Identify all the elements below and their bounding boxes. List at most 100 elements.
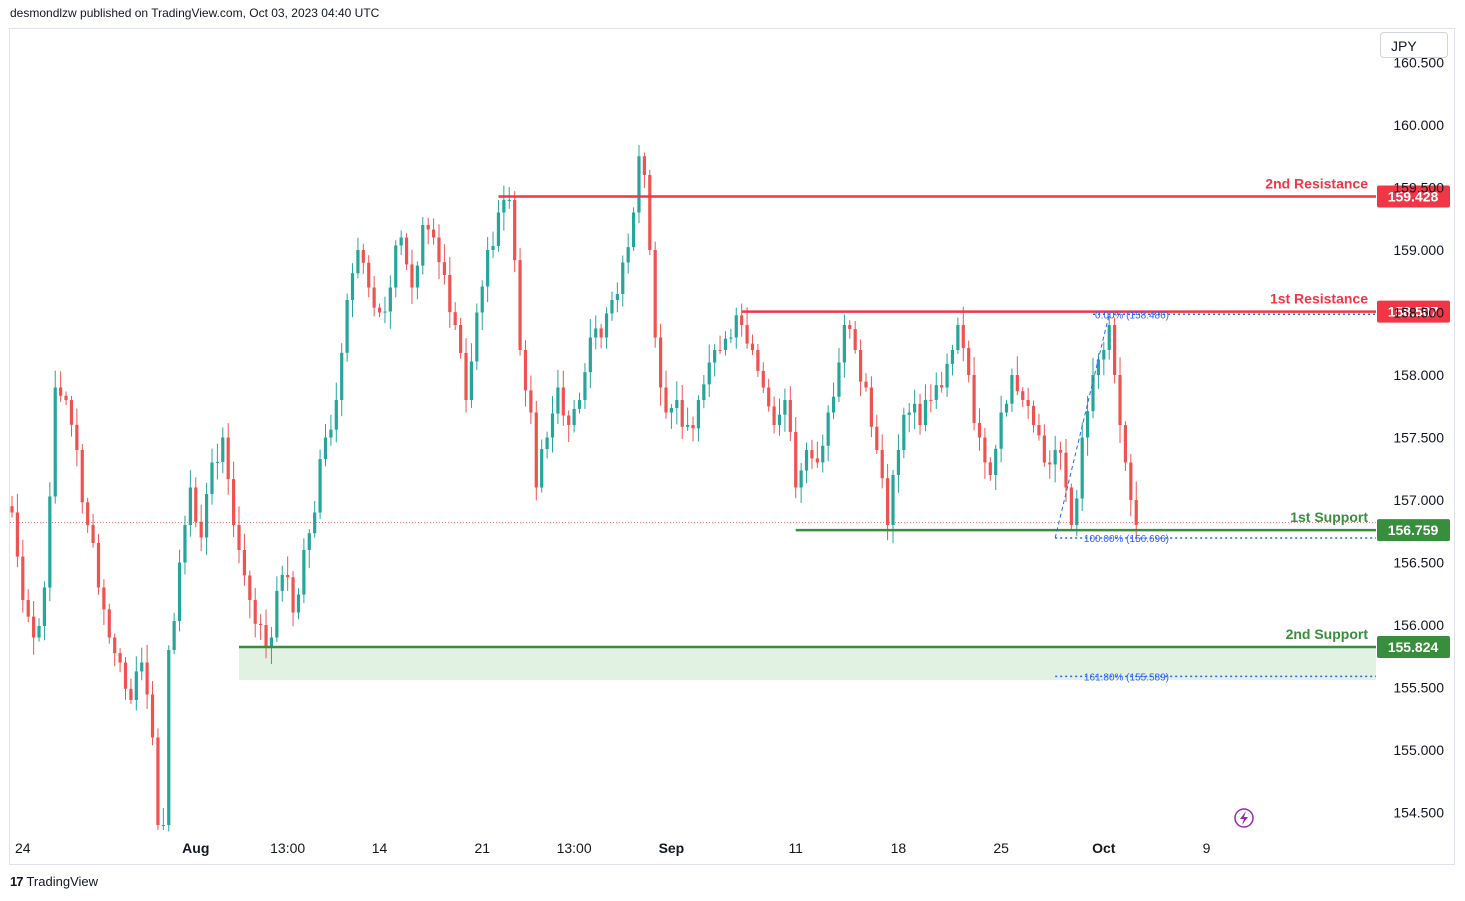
candle-body <box>59 387 63 396</box>
candle-body <box>713 349 717 363</box>
y-tick-label: 159.500 <box>1393 180 1444 196</box>
candle <box>1091 357 1095 419</box>
candle <box>1118 357 1122 443</box>
candle-body <box>902 414 906 450</box>
candle <box>621 255 625 307</box>
candle <box>572 399 576 433</box>
candle <box>491 231 495 258</box>
candle-body <box>599 328 603 338</box>
candle-body <box>161 825 165 826</box>
candle-body <box>486 250 490 287</box>
candle-body <box>334 400 338 430</box>
y-tick-label: 155.500 <box>1393 680 1444 696</box>
candle-body <box>226 437 230 480</box>
1st-support-label: 1st Support <box>1290 509 1368 525</box>
candle-body <box>383 311 387 313</box>
candle-body <box>42 587 47 626</box>
candle-body <box>1069 487 1073 525</box>
candle-body <box>1053 450 1057 465</box>
candle <box>307 529 311 569</box>
candle <box>145 644 149 709</box>
candle-body <box>1021 391 1025 400</box>
candle-body <box>956 325 960 350</box>
lightning-icon[interactable] <box>1234 808 1254 828</box>
2nd-support-label: 2nd Support <box>1286 626 1369 642</box>
candle-body <box>631 212 636 248</box>
candle <box>129 678 133 704</box>
candle <box>913 389 917 430</box>
candle-body <box>994 448 998 475</box>
candle <box>437 224 441 280</box>
candle <box>107 603 111 644</box>
candle-body <box>777 414 782 425</box>
candle <box>988 457 992 481</box>
candle-body <box>642 156 646 175</box>
candle <box>691 416 695 442</box>
lightning-icon-bolt <box>1240 811 1248 825</box>
candle-body <box>545 437 549 450</box>
candle-body <box>210 462 214 494</box>
candle <box>226 423 230 495</box>
candle-body <box>502 200 506 213</box>
candle-body <box>886 478 890 525</box>
candle <box>42 581 47 641</box>
candle-body <box>626 247 630 263</box>
candle <box>356 237 360 279</box>
candle <box>513 191 517 273</box>
candle-body <box>858 350 863 382</box>
candle <box>426 217 430 245</box>
candle-body <box>26 600 30 617</box>
candle <box>653 241 657 348</box>
candle-body <box>10 506 14 513</box>
candle <box>534 400 538 501</box>
candle-body <box>913 403 917 413</box>
candle <box>972 357 976 431</box>
candle-body <box>145 662 149 695</box>
candle <box>421 217 425 275</box>
candle <box>945 353 949 397</box>
candle-body <box>653 250 657 338</box>
candle <box>37 618 41 642</box>
candle-body <box>826 412 830 446</box>
footer-brand[interactable]: TradingView <box>26 874 99 889</box>
candle <box>842 314 846 378</box>
candle <box>377 303 382 318</box>
candle <box>1010 368 1014 412</box>
candle-body <box>1102 350 1106 360</box>
candle <box>253 587 257 638</box>
candle <box>199 504 203 552</box>
tradingview-logo-icon[interactable]: 17 <box>10 874 24 889</box>
candle <box>659 323 663 406</box>
candle-body <box>280 575 284 591</box>
candle-body <box>761 370 765 388</box>
candle <box>967 340 971 383</box>
candle-body <box>923 399 928 425</box>
candle <box>940 371 944 393</box>
fib-100-00-label: 100.00% (156.696) <box>1084 534 1169 545</box>
candle <box>1026 387 1030 419</box>
candle <box>1004 399 1009 417</box>
candle-body <box>891 474 895 525</box>
candle <box>718 335 722 354</box>
candle-body <box>1123 425 1128 463</box>
x-tick-label: Aug <box>182 840 209 856</box>
candle-body <box>448 275 452 313</box>
candle <box>772 396 776 434</box>
candle-body <box>1113 325 1117 375</box>
candle-body <box>588 337 592 373</box>
candle-body <box>659 337 663 388</box>
candle <box>404 233 409 271</box>
candle-body <box>567 415 571 425</box>
candle-body <box>350 273 355 300</box>
candle-body <box>329 429 333 438</box>
candle <box>313 501 317 538</box>
candle-body <box>1134 500 1138 525</box>
currency-selector[interactable]: JPY <box>1380 32 1448 58</box>
candle <box>340 343 344 417</box>
candle <box>161 808 165 830</box>
candle <box>86 497 90 533</box>
candle-body <box>945 363 949 388</box>
candle-body <box>604 313 609 338</box>
candle <box>896 434 901 493</box>
